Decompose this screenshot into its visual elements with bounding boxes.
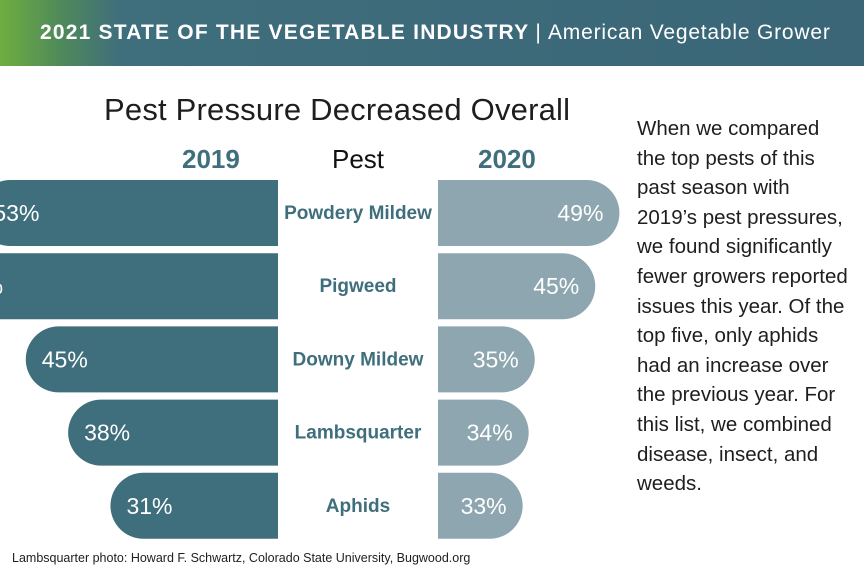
description-text: When we compared the top pests of this p… [637,117,848,496]
value-label-2020: 34% [467,420,513,446]
pest-label: Downy Mildew [293,349,424,370]
column-header-pest: Pest [332,144,385,174]
pest-label: Lambsquarter [295,423,422,444]
bar-2020-0 [438,180,620,246]
value-label-2020: 33% [461,493,507,519]
pest-label-band [278,170,438,540]
column-header-2019: 2019 [182,144,240,174]
header-separator: | [535,21,542,44]
pest-label: Aphids [326,496,390,517]
value-label-2019: 59% [0,273,3,299]
photo-credit: Lambsquarter photo: Howard F. Schwartz, … [12,551,471,565]
value-label-2020: 35% [473,346,519,372]
chart-title: Pest Pressure Decreased Overall [104,92,571,127]
value-label-2020: 49% [557,200,603,226]
bar-2020-1 [438,253,596,320]
value-label-2019: 53% [0,200,39,226]
bar-2019-4 [110,472,278,539]
value-label-2019: 38% [84,420,130,446]
column-header-2020: 2020 [478,144,536,174]
value-label-2019: 31% [126,493,172,519]
bar-2019-3 [68,399,279,466]
header-publication: American Vegetable Grower [547,21,831,44]
bar-2019-1 [0,253,278,320]
value-label-2019: 45% [42,346,88,372]
header-title: 2021 STATE OF THE VEGETABLE INDUSTRY [40,21,530,44]
pest-label: Powdery Mildew [284,203,432,224]
bar-2020-4 [438,472,523,539]
pest-label: Pigweed [319,276,396,297]
bar-2019-2 [25,326,279,393]
value-label-2020: 45% [533,273,579,299]
bar-2020-3 [438,399,529,466]
header-banner: 2021 STATE OF THE VEGETABLE INDUSTRY | A… [0,0,864,66]
bar-2020-2 [438,326,535,393]
bar-2019-0 [0,180,278,246]
pest-pressure-chart: 53% 49% Powdery Mildew 59% 45% Pigweed 45% 35% D… [0,170,620,540]
